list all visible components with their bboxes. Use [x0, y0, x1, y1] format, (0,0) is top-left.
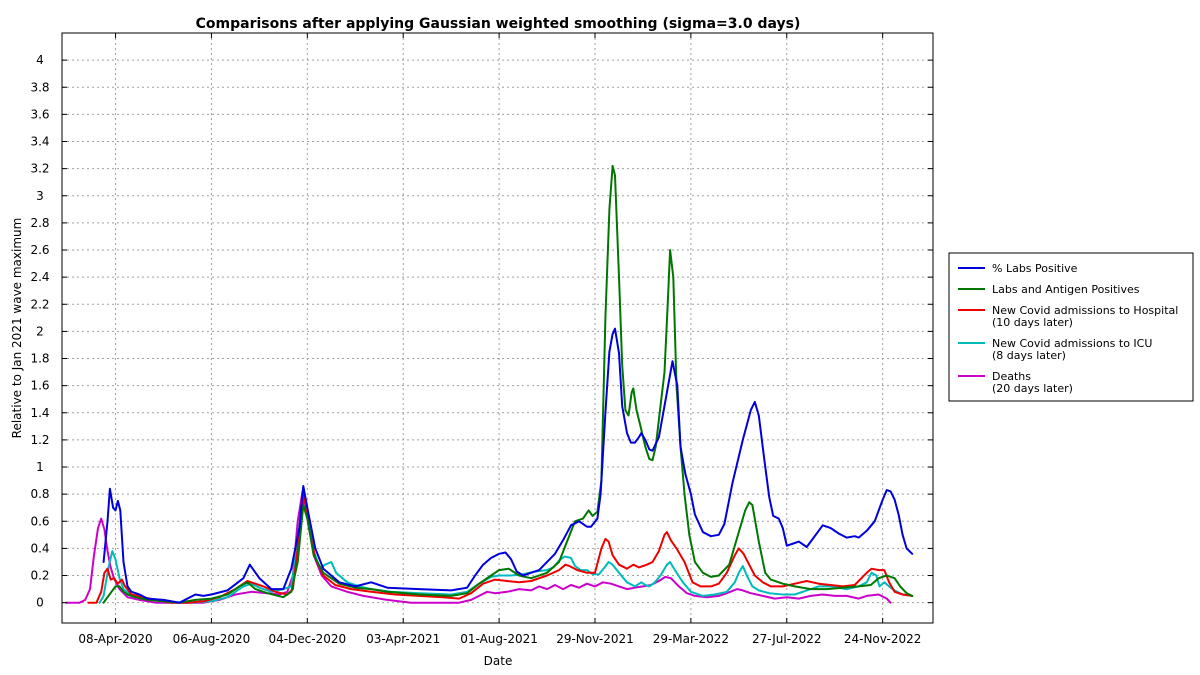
legend-label-4: New Covid admissions to ICU: [992, 337, 1152, 350]
series-line-5: [65, 490, 892, 604]
series-line-3: [87, 493, 914, 604]
legend-label-1: % Labs Positive: [992, 262, 1078, 275]
y-tick-label: 3.6: [30, 107, 49, 121]
series-line-1: [102, 327, 914, 604]
legend-label-2: Labs and Antigen Positives: [992, 283, 1140, 296]
x-tick-label: 06-Aug-2020: [173, 632, 251, 646]
y-axis-title: Relative to Jan 2021 wave maximum: [10, 218, 24, 439]
y-tick-label: 3.4: [30, 135, 49, 149]
y-tick-label: 1.6: [30, 379, 49, 393]
y-tick-label: 0.2: [30, 569, 49, 583]
x-tick-label: 27-Jul-2022: [752, 632, 822, 646]
y-tick-label: 2.6: [30, 243, 49, 257]
y-tick-label: 0: [36, 596, 44, 610]
x-tick-label: 24-Nov-2022: [844, 632, 922, 646]
series-line-4: [98, 504, 914, 604]
y-tick-label: 3.2: [30, 162, 49, 176]
legend: % Labs Positive Labs and Antigen Positive…: [948, 252, 1194, 402]
series-line-2: [102, 164, 914, 604]
y-tick-label: 2.4: [30, 270, 49, 284]
legend-label-3: (10 days later): [992, 316, 1073, 329]
y-tick-label: 0.6: [30, 514, 49, 528]
y-tick-label: 1: [36, 460, 44, 474]
x-axis-title: Date: [484, 654, 513, 668]
x-tick-label: 08-Apr-2020: [78, 632, 152, 646]
legend-label-4: (8 days later): [992, 349, 1066, 362]
legend-label-5: Deaths: [992, 370, 1031, 383]
y-tick-label: 1.4: [30, 406, 49, 420]
x-tick-label: 29-Nov-2021: [556, 632, 634, 646]
y-tick-label: 1.8: [30, 352, 49, 366]
y-tick-label: 1.2: [30, 433, 49, 447]
x-tick-label: 29-Mar-2022: [653, 632, 729, 646]
y-tick-label: 2.2: [30, 297, 49, 311]
y-tick-label: 2.8: [30, 216, 49, 230]
y-tick-label: 2: [36, 324, 44, 338]
legend-label-5: (20 days later): [992, 382, 1073, 395]
y-tick-label: 0.8: [30, 487, 49, 501]
x-tick-label: 01-Aug-2021: [460, 632, 538, 646]
y-tick-label: 0.4: [30, 541, 49, 555]
chart-title: Comparisons after applying Gaussian weig…: [196, 16, 801, 32]
legend-box: [948, 252, 1194, 402]
y-tick-label: 3: [36, 189, 44, 203]
grid-layer: [62, 33, 933, 623]
y-tick-label: 3.8: [30, 80, 49, 94]
tick-layer: 0 0.2 0.4 0.6 0.8 1 1.2 1.4 1.6 1.8 2 2.2 2.4 2.6 2.8 3…: [30, 33, 933, 646]
x-tick-label: 04-Dec-2020: [268, 632, 346, 646]
x-tick-label: 03-Apr-2021: [366, 632, 440, 646]
plot-frame: [61, 32, 934, 624]
series-layer: [65, 164, 914, 604]
y-tick-label: 4: [36, 53, 44, 67]
legend-label-3: New Covid admissions to Hospital: [992, 304, 1178, 317]
